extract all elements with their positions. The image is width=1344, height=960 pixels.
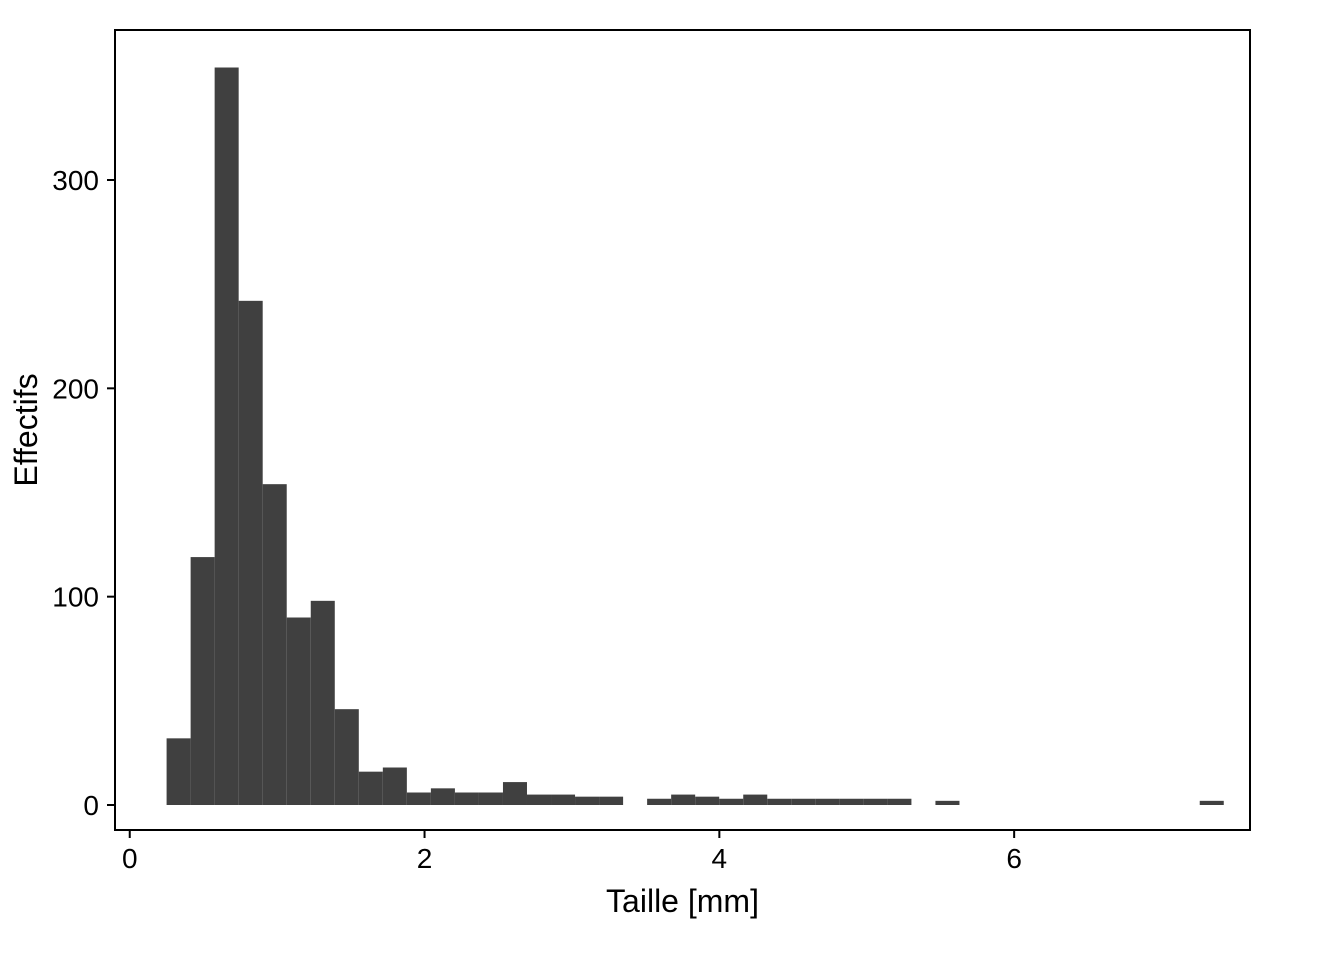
x-axis-label: Taille [mm] [606,883,759,919]
histogram-bar [575,797,599,805]
histogram-bar [431,788,455,805]
histogram-bar [167,738,191,805]
histogram-bar [479,793,503,806]
histogram-bar [767,799,791,805]
histogram-bar [599,797,623,805]
histogram-bar [671,795,695,805]
histogram-bar [791,799,815,805]
histogram-bar [503,782,527,805]
histogram-bar [239,301,263,805]
histogram-bar [695,797,719,805]
histogram-bar [839,799,863,805]
histogram-bar [887,799,911,805]
x-tick-label: 0 [122,843,138,874]
histogram-bar [335,709,359,805]
histogram-bar [455,793,479,806]
histogram-bar [1200,801,1224,805]
y-tick-label: 100 [52,582,99,613]
histogram-bar [215,68,239,806]
histogram-chart: 0 2 4 6 0 100 200 300 Taille [mm] Effectifs [0,0,1344,960]
chart-svg: 0 2 4 6 0 100 200 300 Taille [mm] Effectifs [0,0,1344,960]
histogram-bar [407,793,431,806]
y-tick-label: 300 [52,165,99,196]
histogram-bar [287,618,311,806]
histogram-bar [263,484,287,805]
histogram-bar [863,799,887,805]
x-tick-label: 6 [1006,843,1022,874]
histogram-bar [743,795,767,805]
histogram-bar [719,799,743,805]
histogram-bar [191,557,215,805]
y-tick-label: 200 [52,373,99,404]
histogram-bar [359,772,383,805]
histogram-bar [551,795,575,805]
histogram-bar [647,799,671,805]
x-tick-label: 2 [417,843,433,874]
histogram-bar [815,799,839,805]
histogram-bar [935,801,959,805]
histogram-bar [311,601,335,805]
histogram-bar [527,795,551,805]
histogram-bar [383,768,407,806]
y-axis-label: Effectifs [8,373,44,486]
x-tick-label: 4 [712,843,728,874]
y-tick-label: 0 [83,790,99,821]
